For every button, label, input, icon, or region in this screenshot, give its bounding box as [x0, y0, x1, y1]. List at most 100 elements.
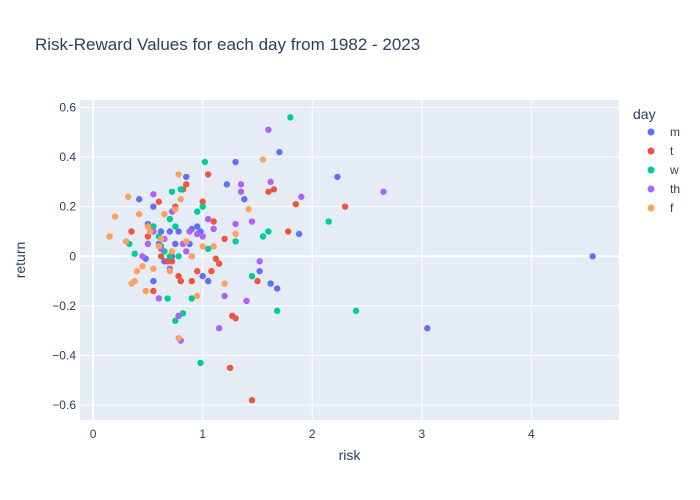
data-point-t[interactable]: [221, 235, 228, 243]
data-point-t[interactable]: [168, 258, 176, 265]
data-point-m[interactable]: [204, 277, 212, 285]
data-point-th[interactable]: [380, 188, 387, 195]
data-point-th[interactable]: [194, 230, 201, 238]
data-point-t[interactable]: [232, 315, 239, 322]
data-point-t[interactable]: [194, 267, 201, 275]
data-point-th[interactable]: [256, 258, 263, 265]
data-point-f[interactable]: [161, 210, 168, 218]
legend[interactable]: day mtw th f: [633, 106, 680, 215]
data-point-t[interactable]: [226, 364, 234, 372]
legend-item-t[interactable]: t: [647, 144, 675, 158]
data-point-f[interactable]: [175, 171, 182, 178]
data-point-t[interactable]: [265, 188, 272, 195]
data-point-f[interactable]: [175, 334, 182, 342]
data-point-t[interactable]: [341, 203, 349, 210]
data-point-f[interactable]: [210, 243, 217, 250]
data-point-f[interactable]: [131, 277, 138, 285]
data-point-th[interactable]: [265, 126, 272, 133]
data-point-w[interactable]: [168, 188, 176, 195]
data-point-f[interactable]: [221, 280, 228, 287]
data-point-m[interactable]: [223, 181, 231, 188]
data-point-m[interactable]: [199, 272, 206, 280]
data-point-th[interactable]: [267, 178, 274, 186]
legend-item-w[interactable]: w: [647, 163, 680, 177]
data-point-th[interactable]: [150, 191, 157, 198]
data-point-f[interactable]: [172, 205, 179, 213]
data-point-t[interactable]: [284, 228, 292, 235]
data-point-th[interactable]: [144, 240, 152, 248]
data-point-m[interactable]: [232, 158, 239, 166]
data-point-f[interactable]: [125, 193, 132, 200]
data-point-w[interactable]: [177, 186, 184, 193]
data-point-f[interactable]: [259, 156, 267, 163]
data-point-m[interactable]: [334, 173, 341, 181]
legend-item-m[interactable]: m: [647, 125, 681, 139]
data-point-m[interactable]: [166, 228, 174, 235]
data-point-m[interactable]: [150, 277, 157, 285]
data-point-m[interactable]: [589, 253, 596, 260]
data-point-f[interactable]: [183, 238, 190, 245]
legend-item-th[interactable]: th: [647, 182, 681, 196]
data-point-th[interactable]: [232, 220, 239, 228]
data-point-t[interactable]: [144, 233, 152, 240]
data-point-m[interactable]: [256, 267, 263, 275]
data-point-f[interactable]: [135, 210, 143, 218]
data-point-w[interactable]: [352, 307, 360, 315]
data-point-w[interactable]: [287, 114, 294, 121]
data-point-f[interactable]: [199, 243, 206, 250]
data-point-w[interactable]: [197, 359, 204, 367]
data-point-m[interactable]: [295, 230, 303, 238]
data-point-f[interactable]: [106, 233, 113, 240]
data-point-th[interactable]: [183, 248, 190, 255]
data-point-w[interactable]: [199, 203, 206, 210]
data-point-m[interactable]: [135, 196, 143, 203]
data-point-m[interactable]: [194, 223, 201, 230]
data-point-w[interactable]: [325, 218, 332, 225]
data-point-f[interactable]: [144, 223, 152, 230]
data-point-t[interactable]: [175, 272, 182, 280]
data-point-w[interactable]: [232, 238, 239, 245]
data-point-w[interactable]: [188, 295, 195, 302]
data-point-t[interactable]: [155, 198, 163, 205]
data-point-th[interactable]: [237, 181, 245, 188]
data-point-w[interactable]: [204, 245, 212, 253]
data-point-f[interactable]: [111, 213, 119, 220]
data-point-t[interactable]: [270, 186, 278, 193]
data-point-f[interactable]: [232, 230, 239, 238]
data-point-t[interactable]: [248, 396, 256, 404]
data-point-m[interactable]: [172, 240, 179, 248]
data-point-m[interactable]: [424, 325, 431, 332]
data-point-f[interactable]: [122, 238, 130, 245]
data-point-f[interactable]: [155, 243, 163, 250]
data-point-m[interactable]: [276, 148, 283, 156]
data-point-t[interactable]: [150, 287, 157, 295]
data-point-f[interactable]: [146, 228, 154, 235]
data-point-f[interactable]: [157, 235, 165, 243]
data-point-w[interactable]: [175, 253, 182, 260]
data-point-f[interactable]: [166, 267, 174, 275]
data-point-f[interactable]: [168, 248, 176, 255]
data-point-m[interactable]: [157, 228, 165, 235]
data-point-th[interactable]: [237, 188, 245, 195]
data-point-t[interactable]: [199, 198, 206, 205]
data-point-t[interactable]: [208, 267, 215, 275]
data-point-t[interactable]: [215, 260, 223, 267]
data-point-m[interactable]: [150, 203, 157, 210]
data-point-w[interactable]: [150, 223, 157, 230]
legend-item-f[interactable]: f: [647, 201, 675, 215]
data-point-m[interactable]: [183, 173, 190, 181]
data-point-w[interactable]: [194, 208, 201, 215]
data-point-th[interactable]: [248, 218, 256, 225]
data-point-w[interactable]: [259, 233, 267, 240]
data-point-w[interactable]: [265, 228, 272, 235]
data-point-f[interactable]: [245, 205, 252, 213]
data-point-th[interactable]: [215, 325, 223, 332]
data-point-w[interactable]: [201, 158, 209, 166]
data-point-f[interactable]: [133, 267, 141, 275]
data-point-t[interactable]: [188, 277, 195, 285]
data-point-w[interactable]: [248, 272, 256, 280]
data-point-t[interactable]: [177, 277, 184, 285]
data-point-w[interactable]: [273, 307, 281, 315]
data-point-th[interactable]: [210, 225, 217, 233]
data-point-t[interactable]: [183, 181, 190, 188]
